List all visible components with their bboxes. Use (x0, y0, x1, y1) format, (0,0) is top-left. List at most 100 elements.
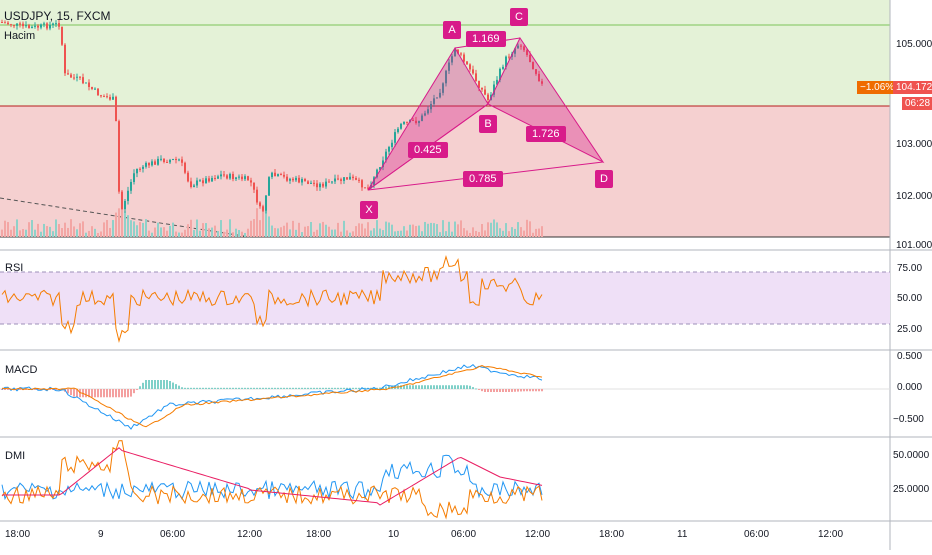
volume-bar (388, 222, 390, 237)
pattern-point-b: B (479, 115, 497, 133)
macd-hist-bar (412, 385, 414, 389)
macd-tick: 0.000 (897, 382, 923, 393)
rsi-tick: 75.00 (897, 263, 923, 274)
macd-hist-bar (262, 387, 264, 389)
macd-hist-bar (433, 385, 435, 389)
candle-body (427, 109, 429, 114)
rsi-tick: 25.00 (897, 324, 923, 335)
volume-bar (286, 222, 288, 237)
macd-hist-bar (349, 387, 351, 389)
macd-hist-bar (121, 389, 123, 398)
macd-hist-bar (478, 389, 480, 390)
macd-hist-bar (52, 389, 54, 390)
macd-hist-bar (169, 381, 171, 389)
candle-body (400, 123, 402, 129)
candle-body (61, 26, 63, 45)
volume-bar (364, 228, 366, 237)
volume-bar (166, 230, 168, 237)
candle-body (328, 181, 330, 183)
volume-bar (55, 219, 57, 237)
macd-hist-bar (220, 387, 222, 389)
macd-hist-bar (373, 387, 375, 389)
candle-body (406, 121, 408, 123)
macd-hist-bar (328, 387, 330, 389)
candle-body (307, 181, 309, 184)
volume-bar (496, 222, 498, 237)
volume-bar (37, 223, 39, 237)
volume-bar (487, 222, 489, 237)
macd-hist-bar (124, 389, 126, 398)
candle-body (478, 80, 480, 88)
macd-hist-bar (196, 387, 198, 389)
candle-body (208, 178, 210, 182)
ratio-label: 1.726 (526, 126, 566, 142)
candle-body (94, 88, 96, 90)
candle-body (382, 160, 384, 168)
volume-bar (499, 228, 501, 237)
macd-hist-bar (130, 389, 132, 397)
dmi-tick: 25.0000 (893, 484, 930, 495)
candle-body (286, 176, 288, 181)
volume-bar (433, 223, 435, 237)
macd-hist-bar (436, 385, 438, 389)
candle-body (172, 158, 174, 160)
candle-body (190, 181, 192, 187)
volume-bar (526, 219, 528, 237)
macd-hist-bar (217, 387, 219, 389)
volume-bar (361, 223, 363, 237)
macd-hist-bar (256, 387, 258, 389)
candle-body (148, 162, 150, 166)
volume-bar (91, 226, 93, 237)
volume-bar (202, 223, 204, 237)
macd-hist-bar (190, 387, 192, 389)
change-tag: −1.06% (857, 81, 898, 94)
candle-body (220, 174, 222, 177)
volume-bar (439, 232, 441, 237)
candle-body (532, 62, 534, 70)
volume-bar (484, 230, 486, 237)
volume-bar (127, 215, 129, 237)
macd-hist-bar (289, 387, 291, 389)
candle-body (214, 178, 216, 180)
candle-body (340, 179, 342, 181)
candle-body (310, 182, 312, 184)
volume-bar (316, 229, 318, 237)
volume-bar (304, 226, 306, 237)
macd-hist-bar (187, 387, 189, 389)
macd-hist-bar (106, 389, 108, 398)
macd-hist-bar (526, 389, 528, 392)
volume-bar (184, 229, 186, 237)
candle-body (115, 96, 117, 122)
candle-body (97, 88, 99, 96)
macd-hist-bar (250, 387, 252, 389)
candle-body (181, 159, 183, 163)
macd-hist-bar (67, 389, 69, 394)
candle-body (49, 24, 51, 29)
time-label: 06:00 (451, 529, 477, 540)
volume-bar (79, 223, 81, 237)
volume-bar (85, 232, 87, 237)
macd-hist-bar (160, 380, 162, 389)
macd-hist-bar (271, 387, 273, 389)
volume-bar (373, 228, 375, 237)
candle-body (535, 69, 537, 74)
candle-body (370, 184, 372, 189)
macd-hist-bar (148, 380, 150, 389)
volume-bar (349, 232, 351, 237)
macd-hist-bar (4, 389, 6, 390)
macd-hist-bar (496, 389, 498, 392)
macd-hist-bar (415, 385, 417, 389)
volume-bar (523, 230, 525, 237)
volume-bar (142, 222, 144, 237)
volume-bar (49, 226, 51, 237)
candle-body (319, 183, 321, 188)
candlesticks (1, 19, 543, 214)
candle-body (76, 76, 78, 78)
macd-tick: −0.500 (893, 414, 924, 425)
volume-bar (61, 227, 63, 237)
macd-hist-bar (142, 382, 144, 389)
macd-hist-bar (361, 387, 363, 389)
volume-bar (376, 220, 378, 237)
